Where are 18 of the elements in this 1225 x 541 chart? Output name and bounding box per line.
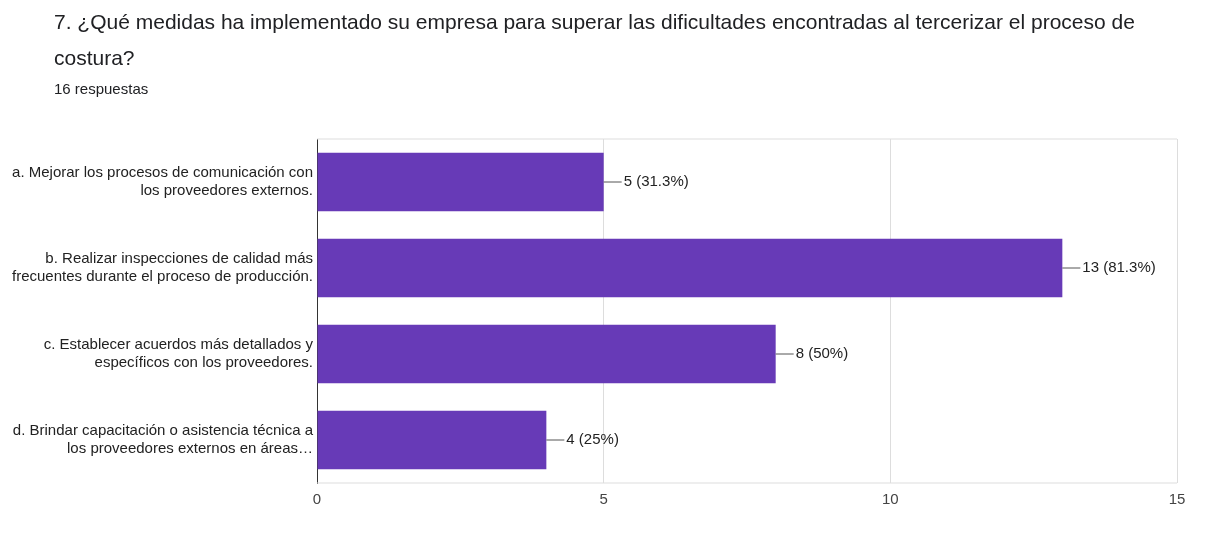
chart-title: 7. ¿Qué medidas ha implementado su empresa para superar las dificultades encontradas al tercerizar el proceso de costura? bbox=[53, 9, 1136, 71]
data-label: 4 (25%) bbox=[566, 430, 619, 448]
bar bbox=[317, 152, 604, 212]
x-tick-label: 15 bbox=[1168, 490, 1186, 508]
data-label: 8 (50%) bbox=[795, 344, 849, 362]
x-tick-label: 5 bbox=[599, 490, 608, 508]
text: 16 respuestas bbox=[53, 80, 150, 97]
bar bbox=[317, 324, 776, 384]
data-label: 5 (31.3%) bbox=[623, 172, 689, 190]
y-tick-label: b. Realizar inspecciones de calidad más frecuentes durante el proceso de producción. bbox=[11, 249, 314, 285]
bar bbox=[317, 238, 1063, 298]
x-tick-label: 0 bbox=[312, 490, 322, 508]
y-tick-label: c. Establecer acuerdos más detallados y específicos con los proveedores. bbox=[43, 335, 314, 371]
data-label: 13 (81.3%) bbox=[1082, 258, 1156, 276]
y-tick-label: a. Mejorar los procesos de comunicación con los proveedores externos. bbox=[12, 163, 314, 199]
x-tick-label: 10 bbox=[882, 490, 899, 508]
y-tick-label: d. Brindar capacitación o asistencia técnica a los proveedores externos en áreas… bbox=[12, 421, 314, 457]
bar bbox=[317, 410, 547, 470]
